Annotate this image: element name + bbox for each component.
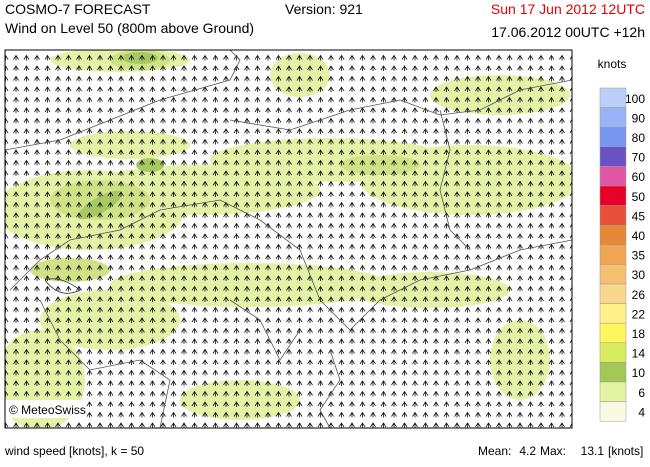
legend-swatch: [599, 401, 627, 422]
unit: [knots]: [608, 444, 643, 458]
legend-swatch: [599, 146, 627, 167]
legend-label: 14: [632, 347, 646, 361]
legend-swatch: [599, 185, 627, 206]
legend-swatch: [599, 342, 627, 363]
valid-time: Sun 17 Jun 2012 12UTC: [491, 1, 645, 17]
legend-swatch: [599, 283, 627, 304]
footer-description: wind speed [knots], k = 50: [4, 444, 144, 458]
legend-swatch: [599, 126, 627, 148]
legend-label: 30: [632, 268, 646, 282]
title: COSMO-7 FORECAST: [5, 1, 151, 17]
credit: © MeteoSwiss: [9, 403, 86, 417]
credit-box: [5, 400, 83, 418]
mean-value: 4.2: [519, 444, 536, 458]
legend-swatch: [599, 224, 627, 246]
legend-label: 60: [632, 170, 646, 184]
legend-label: 10: [632, 366, 646, 380]
legend-swatch: [599, 87, 627, 108]
legend-swatch: [599, 166, 627, 187]
legend-label: 4: [638, 405, 645, 419]
version: Version: 921: [285, 1, 363, 17]
legend: 100 90 80 70 60 50 45 40 35 30 26 22 18 14 10 6 4: [599, 87, 646, 422]
legend-label: 26: [632, 288, 646, 302]
wind-arrows: [5, 50, 572, 428]
legend-swatch: [599, 303, 627, 324]
legend-label: 6: [638, 386, 645, 400]
map: [5, 50, 572, 428]
subtitle: Wind on Level 50 (800m above Ground): [5, 20, 254, 36]
legend-swatch: [599, 107, 627, 128]
max-value: 13.1: [581, 444, 605, 458]
legend-label: 22: [632, 307, 646, 321]
legend-swatch: [599, 381, 627, 402]
borders: [5, 50, 572, 428]
legend-label: 50: [632, 190, 646, 204]
legend-label: 45: [632, 209, 646, 223]
legend-swatch: [599, 264, 627, 285]
legend-label: 100: [625, 92, 645, 106]
legend-label: 80: [632, 131, 646, 145]
legend-swatch: [599, 322, 627, 344]
legend-swatch: [599, 244, 627, 265]
legend-swatch: [599, 362, 627, 383]
legend-label: 40: [632, 229, 646, 243]
max-label: Max:: [540, 444, 566, 458]
map-frame: [4, 49, 573, 429]
mean-label: Mean:: [478, 444, 511, 458]
legend-label: 35: [632, 249, 646, 263]
legend-label: 18: [632, 327, 646, 341]
legend-unit: knots: [598, 57, 627, 71]
run-time: 17.06.2012 00UTC +12h: [491, 24, 645, 40]
legend-label: 70: [632, 151, 646, 165]
legend-swatch: [599, 205, 627, 226]
legend-label: 90: [632, 111, 646, 125]
